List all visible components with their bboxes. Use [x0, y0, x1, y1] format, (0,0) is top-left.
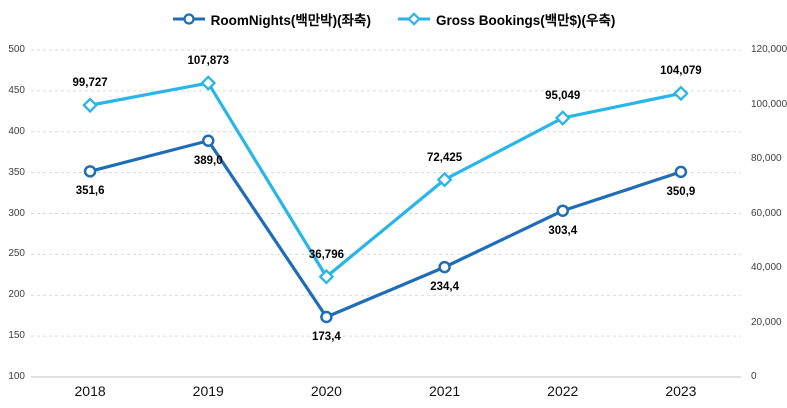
left-axis-tick-label: 450	[8, 84, 25, 96]
x-axis-category-label: 2020	[310, 383, 342, 399]
series-line-0	[88, 139, 683, 319]
x-axis-category-label: 2018	[74, 383, 106, 399]
line-circle-marker-icon	[172, 13, 205, 25]
x-axis-category-label: 2019	[192, 383, 224, 399]
data-point-marker-diamond	[82, 97, 98, 114]
data-point-label: 36,796	[308, 248, 344, 261]
data-point-label: 99,727	[72, 77, 108, 90]
data-point-label: 173,4	[312, 330, 341, 343]
data-point-label: 234,4	[430, 281, 459, 294]
data-point-label: 104,079	[660, 65, 702, 78]
data-point-marker-diamond	[554, 110, 571, 126]
x-axis-category-label: 2022	[547, 383, 579, 399]
data-point-label: 107,873	[187, 55, 230, 68]
right-axis-tick-label: 120,000	[751, 44, 787, 55]
left-axis-tick-label: 250	[8, 248, 25, 260]
right-axis-tick-label: 20,000	[751, 316, 782, 328]
data-point-marker-diamond	[200, 75, 217, 91]
left-axis-tick-label: 500	[8, 44, 25, 55]
right-axis-tick-label: 0	[751, 371, 757, 382]
data-point-label: 303,4	[548, 224, 578, 237]
left-axis-tick-label: 300	[8, 207, 25, 219]
legend-label-grossbookings: Gross Bookings(백만$)(우축)	[435, 13, 616, 28]
right-axis-tick-label: 60,000	[751, 207, 782, 219]
left-axis-tick-label: 100	[8, 371, 25, 382]
legend-item-grossbookings: Gross Bookings(백만$)(우축)	[397, 9, 615, 29]
right-axis-tick-label: 80,000	[751, 153, 782, 164]
data-point-marker-circle	[556, 204, 569, 217]
right-axis-tick-label: 40,000	[751, 262, 782, 273]
data-point-label: 351,6	[75, 185, 105, 198]
series-line-1	[88, 81, 683, 279]
x-axis-category-label: 2023	[665, 383, 697, 399]
legend-label-roomnights: RoomNights(백만박)(좌축)	[210, 13, 371, 28]
data-point-marker-circle	[438, 260, 451, 274]
left-axis-tick-label: 400	[8, 125, 25, 137]
legend-item-roomnights: RoomNights(백만박)(좌축)	[172, 9, 371, 29]
line-diamond-marker-icon	[397, 12, 430, 26]
data-point-marker-circle	[83, 165, 97, 178]
data-point-marker-diamond	[673, 85, 689, 102]
data-point-marker-circle	[674, 165, 688, 179]
left-axis-tick-label: 200	[8, 289, 25, 301]
right-axis-tick-label: 100,000	[751, 98, 787, 110]
legend: RoomNights(백만박)(좌축) Gross Bookings(백만$)(…	[0, 9, 787, 29]
data-point-marker-diamond	[436, 171, 453, 188]
data-point-marker-circle	[320, 310, 333, 324]
left-axis-tick-label: 150	[8, 330, 25, 342]
x-axis-category-label: 2021	[429, 383, 461, 399]
data-point-label: 350,9	[666, 185, 696, 198]
data-point-marker-circle	[202, 134, 215, 147]
left-axis-tick-label: 350	[8, 166, 25, 178]
data-point-label: 72,425	[426, 151, 463, 164]
data-point-label: 389,0	[193, 154, 223, 167]
data-point-label: 95,049	[545, 89, 581, 102]
data-point-marker-diamond	[318, 268, 335, 285]
